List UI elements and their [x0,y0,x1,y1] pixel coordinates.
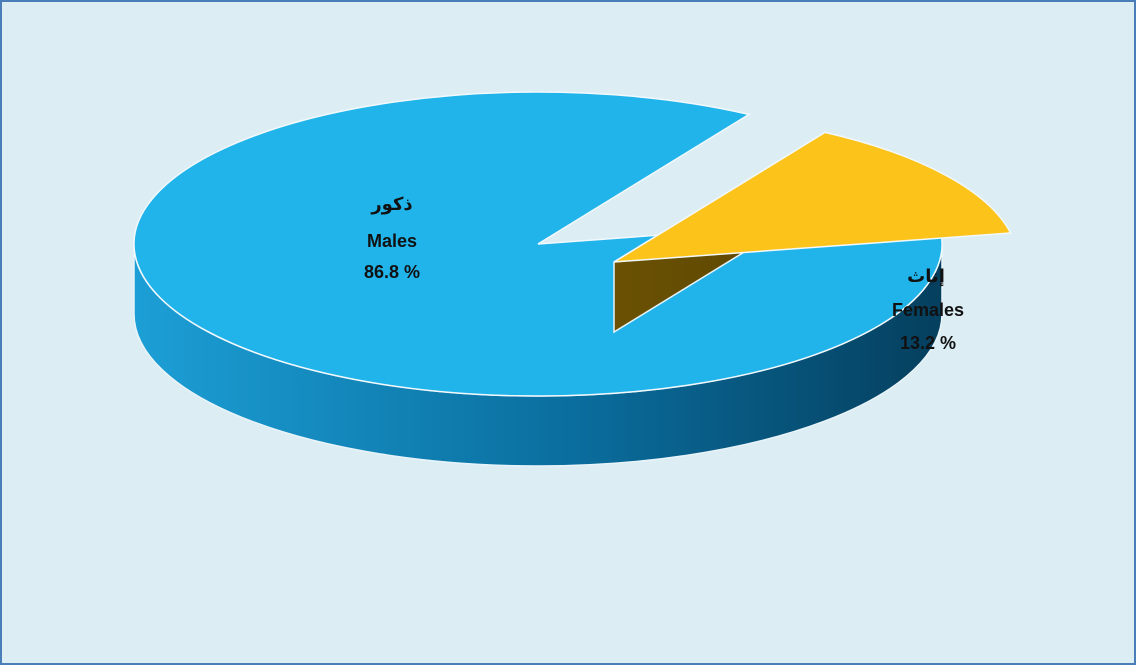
pie-slice-females [613,131,1012,334]
slice-value-females: 13.2 % [900,333,956,353]
slice-label-ar-males: ذكور [370,194,412,215]
pie-slice-males [133,91,943,467]
slice-top-females [613,131,1012,263]
slice-label-ar-females: إناث [907,266,945,286]
slice-label-en-females: Females [892,300,964,320]
slice-value-males: 86.8 % [364,262,420,282]
slice-top-males [133,91,943,397]
slice-label-en-males: Males [367,231,417,251]
